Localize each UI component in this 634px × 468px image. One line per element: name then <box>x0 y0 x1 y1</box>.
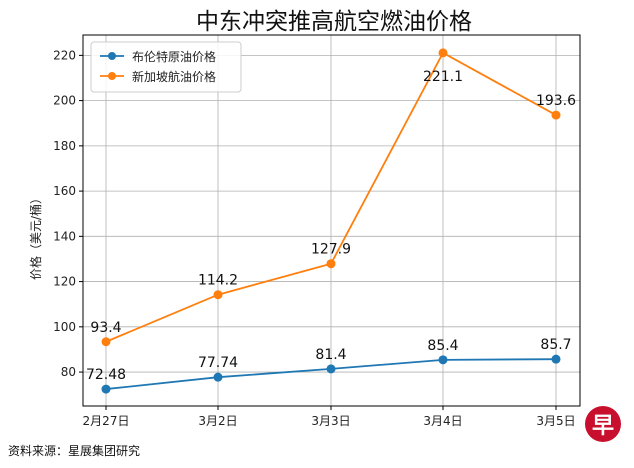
series-lines <box>101 48 561 394</box>
legend-label-jetfuel: 新加坡航油价格 <box>132 69 216 84</box>
source-note: 资料来源：星展集团研究 <box>8 443 140 458</box>
data-point <box>213 372 223 382</box>
y-axis-label: 价格（美元/桶） <box>28 192 43 280</box>
grid <box>83 35 580 406</box>
y-tick-label: 180 <box>53 139 76 153</box>
legend-box <box>90 41 242 93</box>
publisher-logo: 早 <box>585 406 621 442</box>
data-label: 93.4 <box>90 320 121 336</box>
y-tick-label: 100 <box>53 320 76 334</box>
data-label: 193.6 <box>536 93 576 109</box>
y-tick-label: 120 <box>53 275 76 289</box>
x-tick-label: 3月4日 <box>423 414 462 428</box>
data-labels: 72.48 77.74 81.4 85.4 85.7 93.4 114.2 127.9 221.… <box>86 69 576 383</box>
y-tick-label: 160 <box>53 184 76 198</box>
data-label: 114.2 <box>198 273 238 289</box>
data-label: 77.74 <box>198 355 238 371</box>
legend-marker-jetfuel <box>108 72 116 80</box>
data-label: 72.48 <box>86 367 126 383</box>
y-tick-label: 140 <box>53 229 76 243</box>
data-label: 81.4 <box>315 347 346 363</box>
data-label: 127.9 <box>311 242 351 258</box>
legend-marker-brent <box>108 52 116 60</box>
chart-title: 中东冲突推高航空燃油价格 <box>196 9 472 35</box>
data-point <box>326 364 336 374</box>
data-label: 221.1 <box>423 69 463 85</box>
data-point <box>438 355 448 365</box>
legend: 布伦特原油价格 新加坡航油价格 <box>90 41 242 93</box>
y-axis: 80 100 120 140 160 180 200 220 <box>53 48 83 379</box>
x-tick-label: 2月27日 <box>83 414 130 428</box>
logo-glyph: 早 <box>592 414 614 439</box>
data-point <box>551 354 561 364</box>
y-tick-label: 220 <box>53 48 76 62</box>
data-label: 85.4 <box>427 338 458 354</box>
y-tick-label: 200 <box>53 94 76 108</box>
data-point <box>213 290 223 300</box>
data-point <box>326 259 336 269</box>
data-point <box>438 48 448 58</box>
x-tick-label: 3月5日 <box>536 414 575 428</box>
data-point <box>551 110 561 120</box>
data-label: 85.7 <box>540 337 571 353</box>
y-tick-label: 80 <box>61 365 76 379</box>
data-point <box>101 384 111 394</box>
data-point <box>101 337 111 347</box>
x-tick-label: 3月3日 <box>311 414 350 428</box>
logo-circle <box>585 406 621 442</box>
x-tick-label: 3月2日 <box>198 414 237 428</box>
legend-label-brent: 布伦特原油价格 <box>132 49 216 64</box>
x-axis: 2月27日 3月2日 3月3日 3月4日 3月5日 <box>83 406 576 428</box>
